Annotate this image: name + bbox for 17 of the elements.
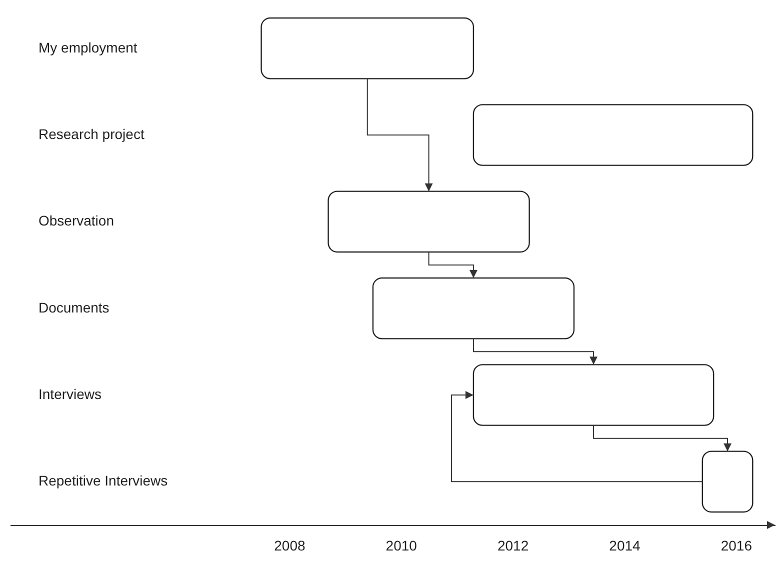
- bar: [472, 364, 714, 426]
- x-tick-label: 2014: [609, 538, 641, 554]
- x-tick-label: 2016: [720, 538, 752, 554]
- bar: [372, 277, 575, 340]
- x-tick-label: 2008: [274, 538, 306, 554]
- bar: [472, 104, 754, 166]
- y-tick-label: Research project: [38, 126, 144, 142]
- y-tick-label: Documents: [38, 299, 110, 316]
- bar: [328, 190, 530, 253]
- y-tick-label: Repetitive Interviews: [38, 472, 168, 489]
- bar: [702, 450, 754, 513]
- bar: [260, 17, 474, 80]
- y-tick-label: Interviews: [38, 386, 102, 402]
- y-tick-label: Observation: [38, 212, 114, 229]
- x-tick-label: 2010: [386, 538, 418, 554]
- x-tick-label: 2012: [497, 538, 529, 554]
- y-tick-label: My employment: [38, 39, 138, 56]
